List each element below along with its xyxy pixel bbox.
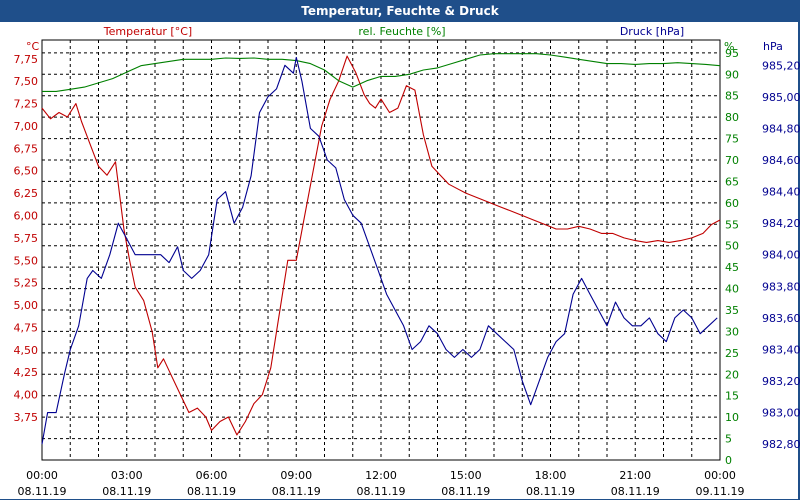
time-tick-label: 00:00 (26, 469, 58, 482)
temperature-tick-label: 7,75 (14, 53, 39, 66)
humidity-tick-label: 45 (725, 261, 739, 274)
humidity-tick-label: 30 (725, 325, 739, 338)
pressure-tick-label: 983,80 (762, 280, 800, 293)
humidity-tick-label: 85 (725, 90, 739, 103)
series-line-temperature (41, 55, 721, 436)
time-tick-label: 12:00 (365, 469, 397, 482)
date-tick-label: 08.11.19 (102, 485, 151, 498)
humidity-tick-label: 25 (725, 347, 739, 360)
date-tick-label: 08.11.19 (441, 485, 490, 498)
time-tick-label: 21:00 (619, 469, 651, 482)
time-tick-label: 06:00 (196, 469, 228, 482)
pressure-axis-ticks: 982,80 983,00 983,20 983,40 983,60 983,80 984,… (762, 59, 800, 451)
temperature-tick-label: 5,25 (14, 277, 39, 290)
humidity-axis-ticks: 0 5 10 15 20 25 30 35 40 45 50 55 60 65 70 75 80 85 90 95 (725, 47, 739, 467)
date-tick-label: 08.11.19 (357, 485, 406, 498)
pressure-unit-label: hPa (763, 40, 783, 53)
pressure-tick-label: 984,60 (762, 154, 800, 167)
time-tick-label: 03:00 (111, 469, 143, 482)
pressure-tick-label: 985,00 (762, 91, 800, 104)
chart-title: Temperatur, Feuchte & Druck (0, 0, 800, 22)
temperature-tick-label: 5,50 (14, 254, 39, 267)
humidity-tick-label: 10 (725, 411, 739, 424)
date-tick-label: 08.11.19 (18, 485, 67, 498)
pressure-tick-label: 983,40 (762, 343, 800, 356)
humidity-tick-label: 80 (725, 111, 739, 124)
humidity-tick-label: 15 (725, 390, 739, 403)
temperature-tick-label: 7,00 (14, 120, 39, 133)
temperature-tick-label: 6,00 (14, 210, 39, 223)
temperature-tick-label: 3,75 (14, 411, 39, 424)
pressure-tick-label: 983,60 (762, 312, 800, 325)
temperature-tick-label: 4,75 (14, 321, 39, 334)
time-axis-ticks: 00:00 08.11.19 03:00 08.11.19 06:00 08.11.19 0… (18, 469, 745, 498)
humidity-tick-label: 60 (725, 197, 739, 210)
date-tick-label: 08.11.19 (272, 485, 321, 498)
time-tick-label: 00:00 (704, 469, 736, 482)
pressure-tick-label: 982,80 (762, 438, 800, 451)
humidity-tick-label: 50 (725, 240, 739, 253)
plot-frame (41, 39, 721, 461)
humidity-tick-label: 40 (725, 283, 739, 296)
humidity-tick-label: 70 (725, 154, 739, 167)
temperature-tick-label: 6,75 (14, 142, 39, 155)
temperature-axis-ticks: 3,75 4,00 4,25 4,50 4,75 5,00 5,25 5,50 5,75 6,00… (14, 53, 39, 424)
temperature-series-label: Temperatur [°C] (103, 25, 192, 38)
pressure-tick-label: 983,20 (762, 375, 800, 388)
humidity-tick-label: 90 (725, 68, 739, 81)
series-line-pressure (41, 56, 718, 445)
pressure-tick-label: 985,20 (762, 59, 800, 72)
humidity-tick-label: 20 (725, 368, 739, 381)
date-tick-label: 08.11.19 (526, 485, 575, 498)
pressure-tick-label: 984,80 (762, 122, 800, 135)
temperature-tick-label: 4,25 (14, 366, 39, 379)
humidity-tick-label: 95 (725, 47, 739, 60)
pressure-tick-label: 984,00 (762, 249, 800, 262)
date-tick-label: 08.11.19 (187, 485, 236, 498)
temperature-tick-label: 4,00 (14, 389, 39, 402)
temperature-tick-label: 6,25 (14, 187, 39, 200)
humidity-tick-label: 65 (725, 175, 739, 188)
time-tick-label: 18:00 (535, 469, 567, 482)
temperature-tick-label: 4,50 (14, 344, 39, 357)
humidity-tick-label: 55 (725, 218, 739, 231)
temperature-tick-label: 5,00 (14, 299, 39, 312)
series-line-humidity (42, 53, 721, 92)
temperature-tick-label: 6,50 (14, 165, 39, 178)
time-tick-label: 15:00 (450, 469, 482, 482)
humidity-series-label: rel. Feuchte [%] (358, 25, 445, 38)
temperature-tick-label: 7,25 (14, 98, 39, 111)
temperature-tick-label: 5,75 (14, 232, 39, 245)
humidity-unit-label: % (724, 40, 734, 53)
pressure-tick-label: 983,00 (762, 407, 800, 420)
temperature-unit-label: °C (26, 40, 40, 53)
humidity-tick-label: 75 (725, 133, 739, 146)
grid (42, 40, 720, 460)
humidity-tick-label: 35 (725, 304, 739, 317)
pressure-tick-label: 984,20 (762, 217, 800, 230)
series-lines (41, 53, 721, 445)
date-tick-label: 09.11.19 (696, 485, 745, 498)
time-tick-label: 09:00 (280, 469, 312, 482)
humidity-tick-label: 5 (725, 433, 732, 446)
pressure-series-label: Druck [hPa] (620, 25, 684, 38)
date-tick-label: 08.11.19 (611, 485, 660, 498)
humidity-tick-label: 0 (725, 454, 732, 467)
temperature-tick-label: 7,50 (14, 75, 39, 88)
pressure-tick-label: 984,40 (762, 186, 800, 199)
